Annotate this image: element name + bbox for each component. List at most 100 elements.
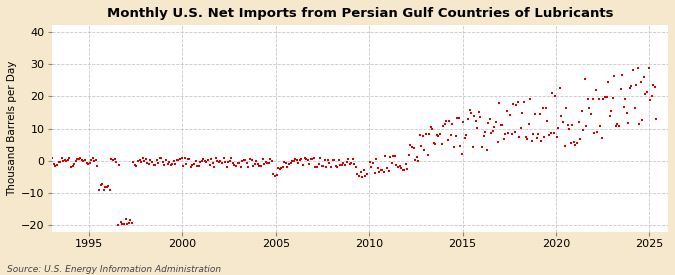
Point bbox=[542, 119, 553, 123]
Point bbox=[273, 166, 284, 170]
Point bbox=[238, 158, 249, 163]
Point bbox=[630, 83, 641, 87]
Point bbox=[539, 135, 549, 139]
Point bbox=[491, 120, 502, 125]
Point bbox=[112, 222, 123, 227]
Point bbox=[525, 97, 536, 101]
Point bbox=[254, 164, 265, 168]
Point bbox=[94, 188, 105, 192]
Point bbox=[614, 123, 624, 128]
Point bbox=[78, 159, 89, 163]
Point bbox=[329, 157, 340, 162]
Point bbox=[639, 75, 649, 79]
Point bbox=[589, 130, 599, 135]
Point bbox=[61, 159, 72, 163]
Point bbox=[642, 89, 653, 94]
Point bbox=[215, 158, 226, 163]
Point bbox=[55, 159, 65, 164]
Point bbox=[396, 166, 406, 170]
Point bbox=[541, 106, 551, 111]
Point bbox=[223, 160, 234, 164]
Point bbox=[452, 116, 462, 120]
Point bbox=[460, 136, 470, 141]
Point bbox=[293, 161, 304, 166]
Point bbox=[355, 169, 366, 174]
Point bbox=[383, 169, 394, 174]
Point bbox=[579, 77, 590, 82]
Point bbox=[204, 163, 215, 167]
Point bbox=[128, 160, 138, 164]
Point bbox=[427, 127, 437, 131]
Point bbox=[506, 131, 517, 136]
Point bbox=[416, 144, 427, 148]
Point bbox=[144, 162, 155, 166]
Point bbox=[349, 161, 360, 166]
Point bbox=[161, 158, 171, 163]
Point bbox=[508, 102, 518, 107]
Point bbox=[184, 156, 194, 161]
Point bbox=[246, 158, 257, 162]
Point bbox=[90, 158, 101, 162]
Point bbox=[456, 152, 467, 156]
Point bbox=[178, 164, 188, 169]
Point bbox=[282, 165, 293, 169]
Point bbox=[72, 157, 82, 162]
Point bbox=[70, 159, 81, 163]
Point bbox=[485, 117, 495, 121]
Point bbox=[120, 217, 131, 222]
Point bbox=[263, 161, 274, 166]
Point bbox=[583, 97, 593, 101]
Point bbox=[232, 160, 243, 165]
Point bbox=[131, 164, 142, 168]
Point bbox=[425, 124, 436, 129]
Point bbox=[75, 156, 86, 160]
Point bbox=[337, 163, 348, 167]
Point bbox=[211, 156, 221, 160]
Point bbox=[562, 123, 573, 127]
Point bbox=[477, 145, 487, 149]
Point bbox=[298, 163, 308, 167]
Point bbox=[330, 164, 341, 168]
Point bbox=[617, 73, 628, 77]
Point bbox=[304, 162, 315, 166]
Point bbox=[586, 111, 597, 116]
Point bbox=[514, 135, 524, 139]
Point bbox=[375, 167, 386, 172]
Point bbox=[231, 164, 242, 169]
Point bbox=[610, 124, 621, 129]
Point bbox=[207, 161, 218, 165]
Point bbox=[209, 165, 219, 169]
Point bbox=[119, 222, 130, 227]
Point bbox=[50, 163, 61, 168]
Point bbox=[159, 163, 170, 167]
Point bbox=[612, 122, 623, 126]
Point bbox=[192, 164, 202, 169]
Point bbox=[645, 98, 655, 103]
Point bbox=[511, 103, 522, 107]
Point bbox=[522, 136, 533, 141]
Point bbox=[132, 158, 143, 163]
Point bbox=[307, 157, 318, 161]
Point bbox=[145, 158, 156, 163]
Point bbox=[261, 160, 271, 164]
Point bbox=[623, 121, 634, 125]
Point bbox=[402, 167, 412, 171]
Point bbox=[543, 133, 554, 137]
Point bbox=[389, 154, 400, 158]
Point bbox=[59, 158, 70, 162]
Point bbox=[373, 166, 383, 170]
Point bbox=[620, 97, 630, 101]
Point bbox=[240, 158, 251, 163]
Point bbox=[134, 157, 145, 162]
Point bbox=[510, 130, 520, 134]
Point bbox=[63, 158, 74, 162]
Point bbox=[47, 156, 58, 161]
Point bbox=[517, 111, 528, 116]
Point bbox=[276, 166, 287, 170]
Point bbox=[386, 161, 397, 166]
Point bbox=[414, 133, 425, 138]
Point bbox=[249, 162, 260, 166]
Point bbox=[478, 134, 489, 138]
Point bbox=[308, 156, 319, 160]
Point bbox=[388, 154, 399, 158]
